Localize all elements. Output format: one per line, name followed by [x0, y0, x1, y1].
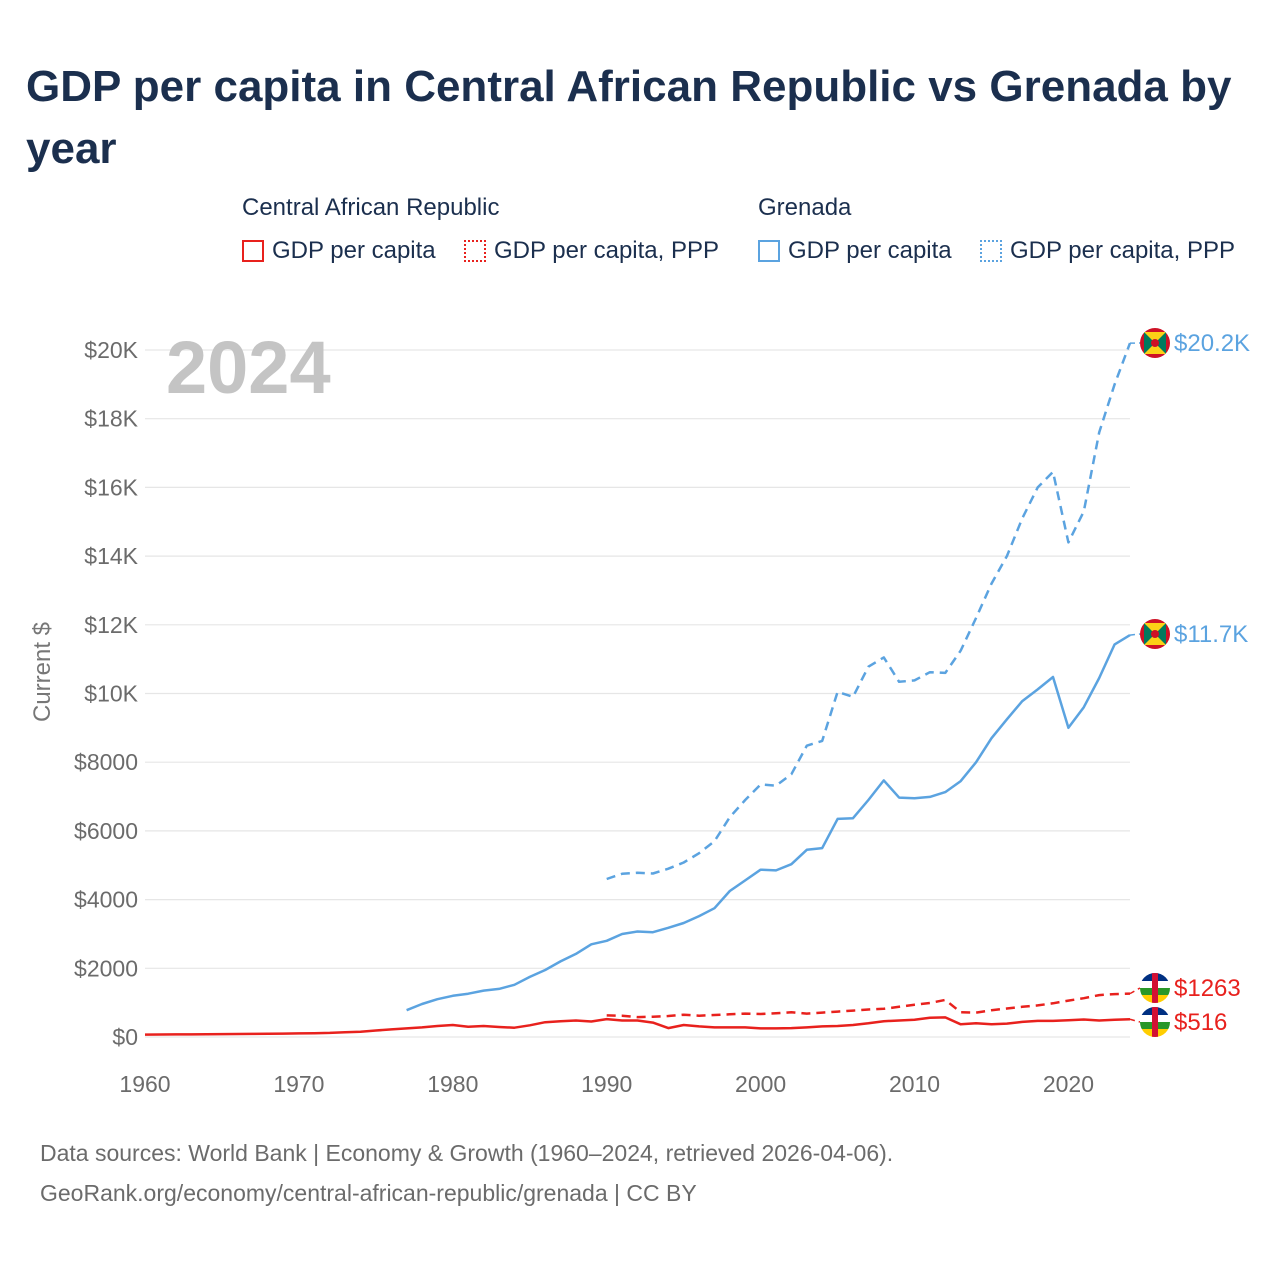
grenada-flag-icon — [1140, 619, 1170, 649]
y-tick-label: $2000 — [74, 955, 138, 981]
y-tick-label: $18K — [84, 406, 138, 432]
legend-item-car-ppp[interactable]: GDP per capita, PPP — [464, 236, 719, 266]
legend-label: GDP per capita — [272, 237, 436, 264]
legend-item-grenada-gdp[interactable]: GDP per capita — [758, 236, 952, 266]
x-tick-label: 1980 — [427, 1071, 478, 1097]
x-tick-label: 1970 — [273, 1071, 324, 1097]
y-tick-label: $16K — [84, 474, 138, 500]
grenada-flag-icon — [1140, 328, 1170, 358]
legend-swatch-solid — [242, 240, 264, 262]
end-label-car-ppp: $1263 — [1174, 975, 1241, 1002]
legend-group-grenada: Grenada — [758, 194, 852, 221]
end-connector — [1129, 1018, 1141, 1023]
series-line-grenada-gdp-per-capita-ppp[interactable] — [606, 342, 1132, 881]
x-tick-label: 2010 — [889, 1071, 940, 1097]
legend-swatch-dotted — [464, 240, 486, 262]
year-label: 2024 — [166, 326, 331, 409]
x-tick-label: 2000 — [735, 1071, 786, 1097]
legend-label: GDP per capita, PPP — [1010, 237, 1235, 264]
central-african-republic-flag-icon — [1140, 973, 1170, 1003]
legend-item-grenada-ppp[interactable]: GDP per capita, PPP — [980, 236, 1235, 266]
legend-swatch-solid — [758, 240, 780, 262]
y-tick-label: $14K — [84, 543, 138, 569]
y-tick-label: $0 — [112, 1024, 138, 1050]
footer-source: Data sources: World Bank | Economy & Gro… — [40, 1140, 894, 1166]
y-tick-label: $6000 — [74, 818, 138, 844]
series-line-central-african-republic-gdp-per-capita-ppp[interactable] — [606, 992, 1131, 1019]
page-title: GDP per capita in Central African Republ… — [26, 62, 1232, 173]
series-line-central-african-republic-gdp-per-capita[interactable] — [144, 1016, 1131, 1036]
y-tick-label: $20K — [84, 337, 138, 363]
central-african-republic-flag-icon — [1140, 1007, 1170, 1037]
end-label-car-gdp: $516 — [1174, 1009, 1227, 1036]
legend-group-car: Central African Republic — [242, 194, 500, 221]
y-tick-label: $8000 — [74, 749, 138, 775]
y-tick-label: $4000 — [74, 887, 138, 913]
legend-swatch-dotted — [980, 240, 1002, 262]
end-connector — [1129, 633, 1141, 636]
legend-item-car-gdp[interactable]: GDP per capita — [242, 236, 436, 266]
y-tick-label: $12K — [84, 612, 138, 638]
x-tick-label: 1960 — [119, 1071, 170, 1097]
x-tick-label: 2020 — [1043, 1071, 1094, 1097]
legend-label: GDP per capita, PPP — [494, 237, 719, 264]
end-label-grenada-gdp: $11.7K — [1174, 621, 1248, 648]
end-label-grenada-ppp: $20.2K — [1174, 330, 1250, 357]
line-chart: $0 $2000 $4000 $6000 $8000 $10K $12K $14K $16K $1… — [29, 326, 1250, 1097]
y-axis-label: Current $ — [29, 622, 56, 722]
x-tick-label: 1990 — [581, 1071, 632, 1097]
legend-label: GDP per capita — [788, 237, 952, 264]
y-tick-label: $10K — [84, 681, 138, 707]
series-line-grenada-gdp-per-capita[interactable] — [406, 634, 1131, 1012]
footer-link[interactable]: GeoRank.org/economy/central-african-repu… — [40, 1180, 697, 1206]
end-connector — [1129, 987, 1141, 995]
